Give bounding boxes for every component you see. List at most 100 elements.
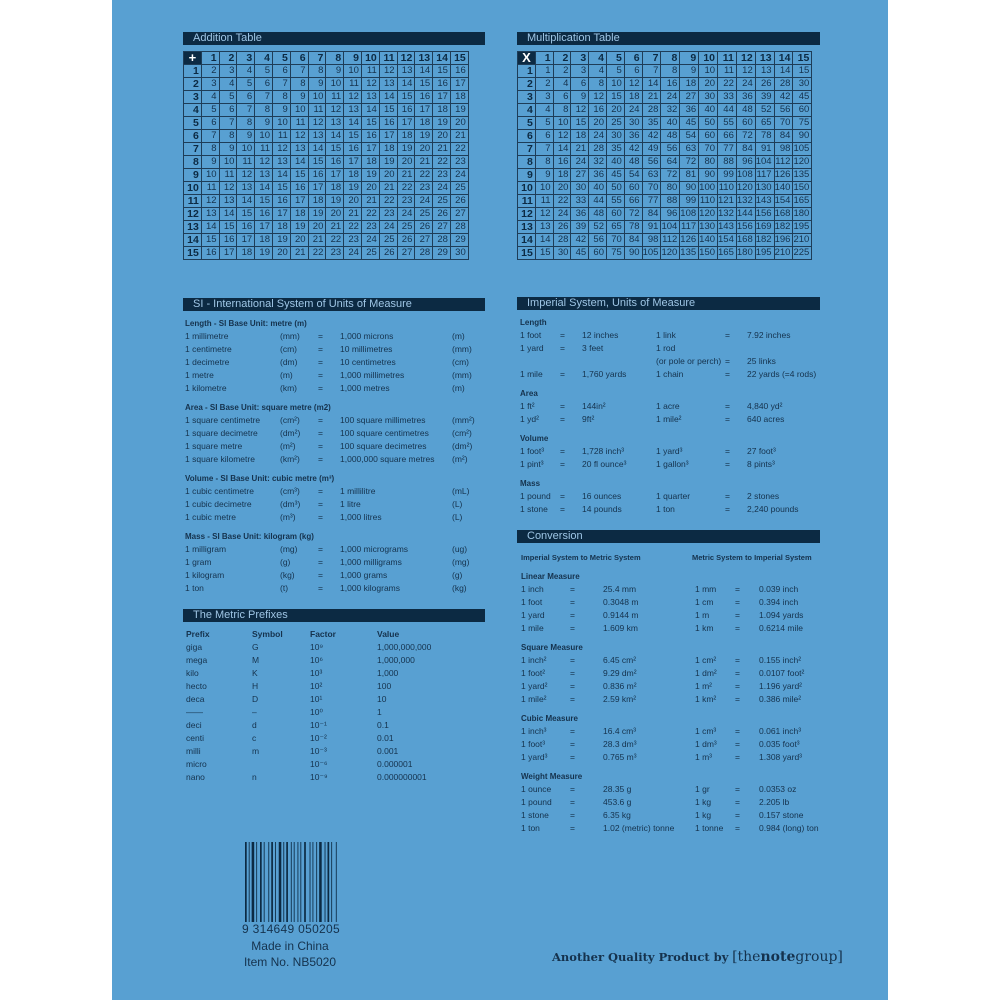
cell: 0.9144 m — [603, 610, 639, 620]
table-cell: 16 — [254, 207, 273, 221]
cell: centi — [186, 733, 204, 743]
table-cell: 42 — [623, 142, 643, 156]
table-cell: 33 — [570, 194, 590, 208]
table-cell: 66 — [623, 194, 643, 208]
list-item: 1 cubic metre (m³) = 1,000 litres (L) — [185, 511, 485, 524]
column-header: 15 — [792, 51, 813, 65]
table-cell: 11 — [307, 103, 327, 117]
table-cell: 15 — [200, 233, 220, 247]
cell: 1 foot — [521, 597, 543, 607]
cell: 10 — [377, 694, 387, 704]
cell: 1.02 (metric) tonne — [603, 823, 675, 833]
list-item: 1 ton = 1.02 (metric) tonne 1 tonne = 0.984 (… — [521, 822, 820, 835]
cell: 1 dm² — [695, 668, 717, 678]
cell: (mL) — [452, 486, 470, 496]
prefixes-header-row: Prefix Symbol Factor Value — [186, 628, 485, 641]
table-cell: 180 — [735, 246, 756, 260]
cell: 1,000,000 — [377, 655, 415, 665]
table-cell: 6 — [552, 90, 572, 104]
si-title: SI - International System of Units of Me… — [183, 298, 485, 311]
table-cell: 19 — [360, 168, 380, 182]
table-cell: 16 — [660, 77, 681, 91]
barcode-bar — [245, 842, 247, 928]
cell: (dm²) — [452, 441, 473, 451]
table-cell: 72 — [679, 155, 700, 169]
table-cell: 56 — [773, 103, 794, 117]
table-cell: 110 — [698, 194, 719, 208]
table-cell: 13 — [396, 64, 416, 78]
table-cell: 7 — [534, 142, 554, 156]
cell: (cm²) — [280, 415, 300, 425]
table-cell: 5 — [534, 116, 554, 130]
table-cell: 120 — [735, 181, 756, 195]
cell: 2,240 pounds — [747, 504, 799, 514]
table-cell: 18 — [396, 129, 416, 143]
table-cell: 12 — [271, 142, 291, 156]
header-row: +1 2 3 4 5 6 7 8 9 10 11 12 13 14 15 — [183, 51, 469, 65]
list-item: 1 inch³ = 16.4 cm³ 1 cm³ = 0.061 inch³ — [521, 725, 820, 738]
table-cell: 40 — [698, 103, 719, 117]
table-cell: 168 — [735, 233, 756, 247]
cell: 144in² — [582, 401, 606, 411]
table-cell: 15 — [271, 181, 291, 195]
table-cell: 17 — [325, 168, 345, 182]
table-row: 7 8 9 10 11 12 13 14 15 16 17 18 19 20 21 22 — [183, 142, 469, 156]
cell: (kg) — [280, 570, 295, 580]
cell: mega — [186, 655, 208, 665]
cell: 1 kg — [695, 797, 712, 807]
cell: 2.205 lb — [759, 797, 790, 807]
table-cell: 18 — [236, 246, 256, 260]
barcode-bar — [283, 842, 285, 928]
cell: 9ft² — [582, 414, 595, 424]
table-cell: 19 — [378, 155, 398, 169]
group-title: Cubic Measure — [521, 714, 578, 723]
cell: 10⁻⁹ — [310, 772, 328, 782]
cell: 1 link — [656, 330, 676, 340]
cell: 1 km — [695, 623, 714, 633]
column-header: 14 — [432, 51, 451, 65]
cell: 1 millilitre — [340, 486, 376, 496]
barcode-bar — [271, 842, 273, 928]
table-cell: 16 — [414, 90, 434, 104]
cell: 1,760 yards — [582, 369, 627, 379]
cell: 1 dm³ — [695, 739, 717, 749]
table-cell: 48 — [588, 207, 607, 221]
table-cell: 9 — [218, 142, 238, 156]
table-row: 15 15 30 45 60 75 90 105 120 135 150 165 180 195 210 22… — [517, 246, 813, 260]
list-item: 1 metre (m) = 1,000 millimetres (mm) — [185, 369, 485, 382]
table-cell: 195 — [792, 220, 813, 234]
table-cell: 8 — [534, 155, 554, 169]
cell — [520, 355, 560, 368]
table-cell: 120 — [698, 207, 719, 221]
table-cell: 63 — [641, 168, 662, 182]
table-cell: 6 — [570, 77, 590, 91]
table-cell: 13 — [307, 129, 327, 143]
table-cell: 39 — [570, 220, 590, 234]
cell: 10³ — [310, 668, 323, 678]
table-cell: 13 — [754, 64, 775, 78]
cell: 1 square centimetre — [185, 415, 261, 425]
table-cell: 27 — [432, 220, 451, 234]
table-row: 8 9 10 11 12 13 14 15 16 17 18 19 20 21 22 23 — [183, 155, 469, 169]
table-cell: 7 — [218, 116, 238, 130]
cell: = — [725, 330, 730, 340]
row-header: 2 — [517, 77, 536, 91]
table-cell: 25 — [378, 233, 398, 247]
cell: = — [735, 623, 740, 633]
list-item: 1 milligram (mg) = 1,000 micrograms (ug) — [185, 543, 485, 556]
column-header: 7 — [307, 51, 327, 65]
table-cell: 21 — [360, 194, 380, 208]
cell: nano — [186, 772, 205, 782]
cell: deca — [186, 694, 205, 704]
cell: c — [252, 733, 257, 743]
table-cell: 17 — [449, 77, 469, 91]
table-cell: 16 — [396, 103, 416, 117]
table-cell: 56 — [641, 155, 662, 169]
table-cell: 19 — [432, 116, 451, 130]
cell: = — [725, 491, 730, 501]
table-cell: 16 — [307, 168, 327, 182]
table-cell: 40 — [660, 116, 681, 130]
table-cell: 42 — [570, 233, 590, 247]
cell: 10⁶ — [310, 655, 323, 665]
table-cell: 65 — [605, 220, 625, 234]
